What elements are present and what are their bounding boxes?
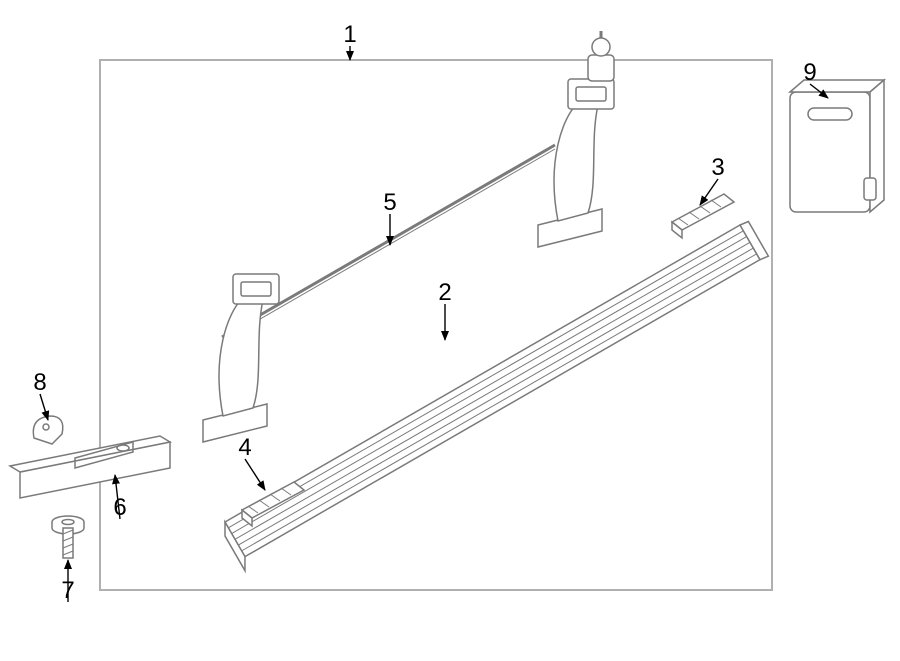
parts-diagram: 1 9 3 5 2 4 8 6 7 <box>0 0 900 661</box>
part-bracket-right <box>538 31 614 247</box>
part-link-rod <box>222 145 555 337</box>
part-bracket-left <box>203 274 279 442</box>
callout-2: 2 <box>438 279 451 340</box>
callout-label-5: 5 <box>383 189 396 216</box>
callout-7: 7 <box>61 560 74 604</box>
callout-label-9: 9 <box>803 59 816 86</box>
part-running-board <box>225 222 768 571</box>
callout-label-7: 7 <box>61 577 74 604</box>
callout-label-8: 8 <box>33 369 46 396</box>
callout-label-1: 1 <box>343 21 356 48</box>
bounding-frame <box>100 60 772 590</box>
part-clip <box>33 416 62 444</box>
callout-8: 8 <box>33 369 48 420</box>
callout-6: 6 <box>113 475 126 521</box>
callout-1: 1 <box>343 21 356 60</box>
callout-4: 4 <box>238 434 265 490</box>
callout-label-3: 3 <box>711 154 724 181</box>
part-bolt <box>52 516 84 558</box>
callout-label-4: 4 <box>238 434 251 461</box>
callout-label-6: 6 <box>113 494 126 521</box>
part-control-module <box>790 80 884 212</box>
part-mount-plate <box>10 436 170 498</box>
callout-label-2: 2 <box>438 279 451 306</box>
